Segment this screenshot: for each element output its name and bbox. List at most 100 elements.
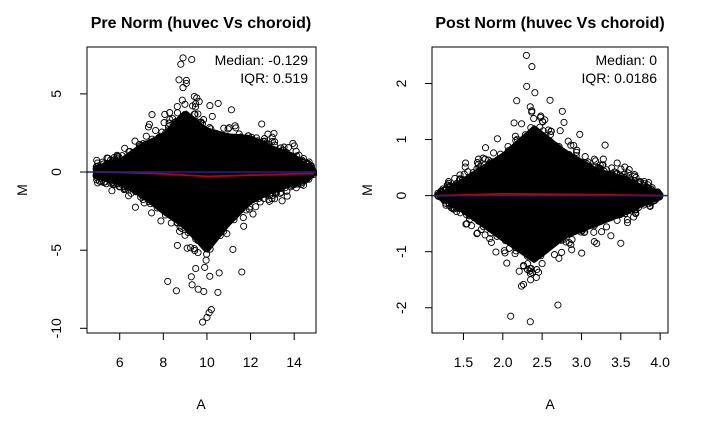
post-norm-data-point: [613, 159, 621, 167]
post-norm-data-point: [556, 127, 564, 135]
post-norm-data-point: [527, 265, 535, 273]
pre-norm-data-point: [232, 124, 240, 132]
pre-norm-outlier-point: [179, 54, 187, 62]
post-norm-data-point: [570, 141, 578, 150]
post-norm-data-point: [646, 202, 654, 210]
post-norm-data-point: [501, 249, 509, 257]
pre-norm-data-point: [264, 130, 272, 138]
post-norm-data-point: [630, 213, 638, 221]
post-norm-x-tick-label: 3.5: [611, 354, 631, 370]
post-norm-data-point: [515, 267, 523, 275]
post-norm-data-point: [486, 235, 494, 243]
post-norm-x-tick-label: 2.5: [532, 354, 552, 370]
post-norm-y-tick-label: -1: [393, 245, 409, 258]
pre-norm-data-point: [142, 132, 150, 140]
pre-norm-outlier-point: [238, 268, 246, 276]
post-norm-data-point: [558, 248, 566, 256]
pre-norm-data-point: [148, 209, 156, 217]
pre-norm-outlier-point: [164, 277, 172, 285]
pre-norm-data-point: [289, 139, 297, 147]
post-norm-data-point: [538, 260, 546, 268]
post-norm-data-point: [462, 220, 470, 228]
pre-norm-data-point: [292, 184, 300, 192]
pre-norm-data-point: [103, 154, 111, 162]
pre-norm-data-point: [173, 109, 182, 117]
post-norm-data-point: [518, 120, 526, 128]
post-norm-data-point: [445, 178, 453, 186]
post-norm-data-point: [623, 219, 632, 227]
post-norm-data-point: [528, 107, 536, 115]
post-norm-data-point: [624, 169, 632, 177]
pre-norm-lines: [87, 171, 316, 178]
post-norm-data-point: [533, 266, 541, 274]
post-norm-y-tick-label: -2: [393, 301, 409, 314]
pre-norm-data-point: [206, 102, 214, 110]
post-norm-data-point: [490, 149, 498, 157]
post-norm-data-point: [513, 97, 521, 105]
pre-norm-data-point: [284, 144, 292, 152]
pre-norm-data-point: [187, 273, 195, 281]
pre-norm-y-axis-label: M: [14, 184, 30, 196]
pre-norm-x-tick-label: 6: [116, 354, 124, 370]
pre-norm-x-tick-label: 10: [199, 354, 215, 370]
post-norm-data-point: [531, 89, 539, 97]
post-norm-y-tick-label: 2: [393, 79, 409, 87]
pre-norm-data-point: [227, 106, 235, 114]
pre-norm-median-label: Median: -0.129: [215, 52, 309, 68]
pre-norm-x-tick-label: 12: [243, 354, 259, 370]
post-norm-median-label: Median: 0: [596, 52, 658, 68]
post-norm-data-point: [479, 154, 487, 162]
pre-norm-x-tick-label: 8: [159, 354, 167, 370]
pre-norm-data-point: [131, 137, 139, 145]
pre-norm-data-point: [278, 197, 286, 205]
pre-norm-data-point: [181, 100, 189, 108]
pre-norm-data-point: [176, 227, 184, 235]
post-norm-data-point: [544, 126, 552, 134]
post-norm-data-point: [532, 273, 540, 282]
post-norm-data-point: [524, 260, 532, 268]
pre-norm-y-tick-label: 5: [48, 90, 64, 98]
pre-norm-data-point: [270, 129, 278, 137]
pre-norm-data-point: [121, 144, 129, 152]
pre-norm-data-point: [144, 123, 152, 131]
pre-norm-data-point: [195, 98, 203, 106]
post-norm-outlier-point: [528, 63, 536, 71]
post-norm-data-point: [530, 114, 538, 123]
pre-norm-outlier-point: [199, 318, 207, 326]
post-norm-data-point: [581, 153, 589, 161]
pre-norm-y-tick-label: 0: [48, 168, 64, 176]
post-norm-x-tick-label: 2.0: [493, 354, 513, 370]
post-norm-y-tick-label: 0: [393, 192, 409, 200]
pre-norm-data-point: [200, 116, 208, 124]
post-norm-x-tick-label: 3.0: [572, 354, 592, 370]
post-norm-title: Post Norm (huvec Vs choroid): [435, 15, 664, 32]
pre-norm-data-point: [202, 256, 210, 264]
post-norm-x-axis-label: A: [545, 396, 555, 412]
post-norm-data-point: [510, 119, 518, 127]
post-norm-data-point: [517, 282, 526, 290]
post-norm-data-point: [625, 166, 633, 174]
pre-norm-iqr-label: IQR: 0.519: [240, 70, 308, 86]
pre-norm-x-tick-label: 14: [286, 354, 302, 370]
post-norm-data-point: [487, 238, 495, 246]
post-norm-data-point: [578, 249, 586, 257]
post-norm-outlier-point: [554, 301, 562, 309]
pre-norm-data-point: [220, 124, 228, 132]
pre-norm-data-point: [240, 222, 248, 230]
post-norm-y-axis: -2 -1 0 1 2: [393, 79, 433, 314]
pre-norm-data-point: [208, 112, 216, 120]
post-norm-lines: [432, 192, 668, 197]
post-norm-data-point: [640, 177, 648, 186]
post-norm-data-point: [526, 269, 534, 278]
post-norm-data-point: [461, 163, 469, 171]
post-norm-data-point: [576, 130, 584, 138]
pre-norm-data-point: [108, 187, 116, 195]
post-norm-data-point: [536, 113, 545, 122]
pre-norm-data-point: [229, 245, 237, 253]
pre-norm-outlier-point: [172, 287, 180, 295]
post-norm-data-point: [493, 135, 501, 143]
pre-norm-data-point: [215, 269, 223, 277]
post-norm-y-axis-label: M: [359, 184, 375, 196]
pre-norm-data-point: [224, 125, 232, 133]
